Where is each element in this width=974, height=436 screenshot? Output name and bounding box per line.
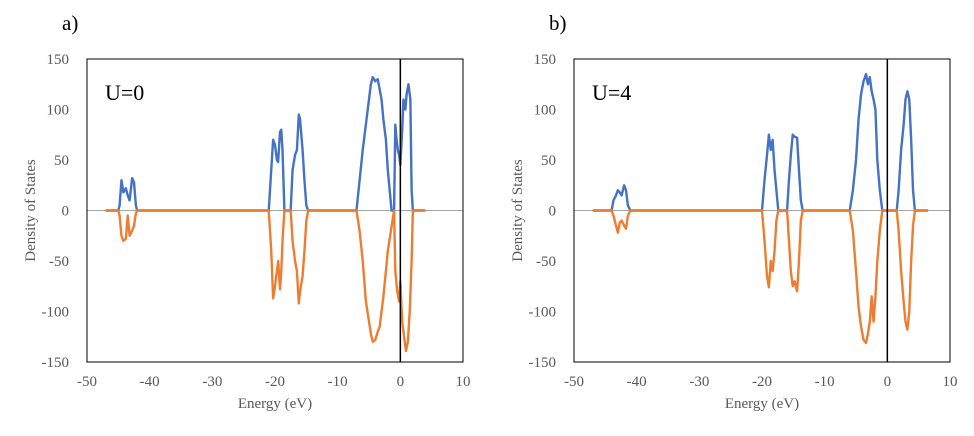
dos-panel-a: a) 150 100 50 0 -50 -100 -150 -50 -40 -30 -20 -10 0 10…: [0, 0, 487, 431]
x-tick-label: -20: [752, 374, 772, 390]
x-tick-label: -10: [328, 374, 348, 390]
hubbard-u-annotation: U=0: [105, 80, 144, 105]
y-tick-label: 50: [541, 153, 556, 169]
y-tick-label: 150: [47, 52, 70, 68]
spin-up-line: [105, 75, 426, 212]
x-tick-label: 0: [884, 374, 892, 390]
y-tick-label: 50: [54, 153, 69, 169]
x-tick-label: -30: [202, 374, 222, 390]
y-tick-label: 100: [47, 103, 70, 119]
y-tick-label: -100: [42, 305, 70, 321]
y-tick-label: 0: [549, 204, 557, 220]
y-tick-label: -150: [529, 355, 557, 371]
y-tick-label: 150: [534, 52, 557, 68]
y-tick-label: 0: [62, 204, 70, 220]
x-tick-label: 10: [456, 374, 471, 390]
x-tick-label: -20: [265, 374, 285, 390]
panel-label: a): [62, 11, 78, 35]
dos-panel-b: b) 150 100 50 0 -50 -100 -150 -50 -40 -30 -20 -10 0 10…: [487, 0, 974, 431]
spin-down-line: [592, 209, 929, 345]
y-axis-label: Density of States: [23, 159, 39, 262]
x-tick-label: 0: [397, 374, 405, 390]
spin-up-line: [592, 72, 929, 212]
y-axis-label: Density of States: [510, 159, 526, 262]
x-axis-label: Energy (eV): [725, 396, 799, 412]
x-tick-label: -30: [689, 374, 709, 390]
x-tick-label: -40: [140, 374, 160, 390]
hubbard-u-annotation: U=4: [592, 80, 631, 105]
plot-frame: [86, 58, 464, 363]
x-tick-label: 10: [943, 374, 958, 390]
y-tick-label: -100: [529, 305, 557, 321]
x-tick-label: -10: [815, 374, 835, 390]
y-tick-label: -50: [49, 254, 69, 270]
spin-down-line: [105, 209, 426, 353]
y-tick-label: 100: [534, 103, 557, 119]
plot-frame: [573, 58, 951, 363]
x-axis-label: Energy (eV): [238, 396, 312, 412]
panel-label: b): [549, 11, 567, 35]
x-tick-label: -50: [77, 374, 97, 390]
y-tick-label: -150: [42, 355, 70, 371]
y-tick-label: -50: [536, 254, 556, 270]
x-tick-label: -40: [627, 374, 647, 390]
x-tick-label: -50: [564, 374, 584, 390]
